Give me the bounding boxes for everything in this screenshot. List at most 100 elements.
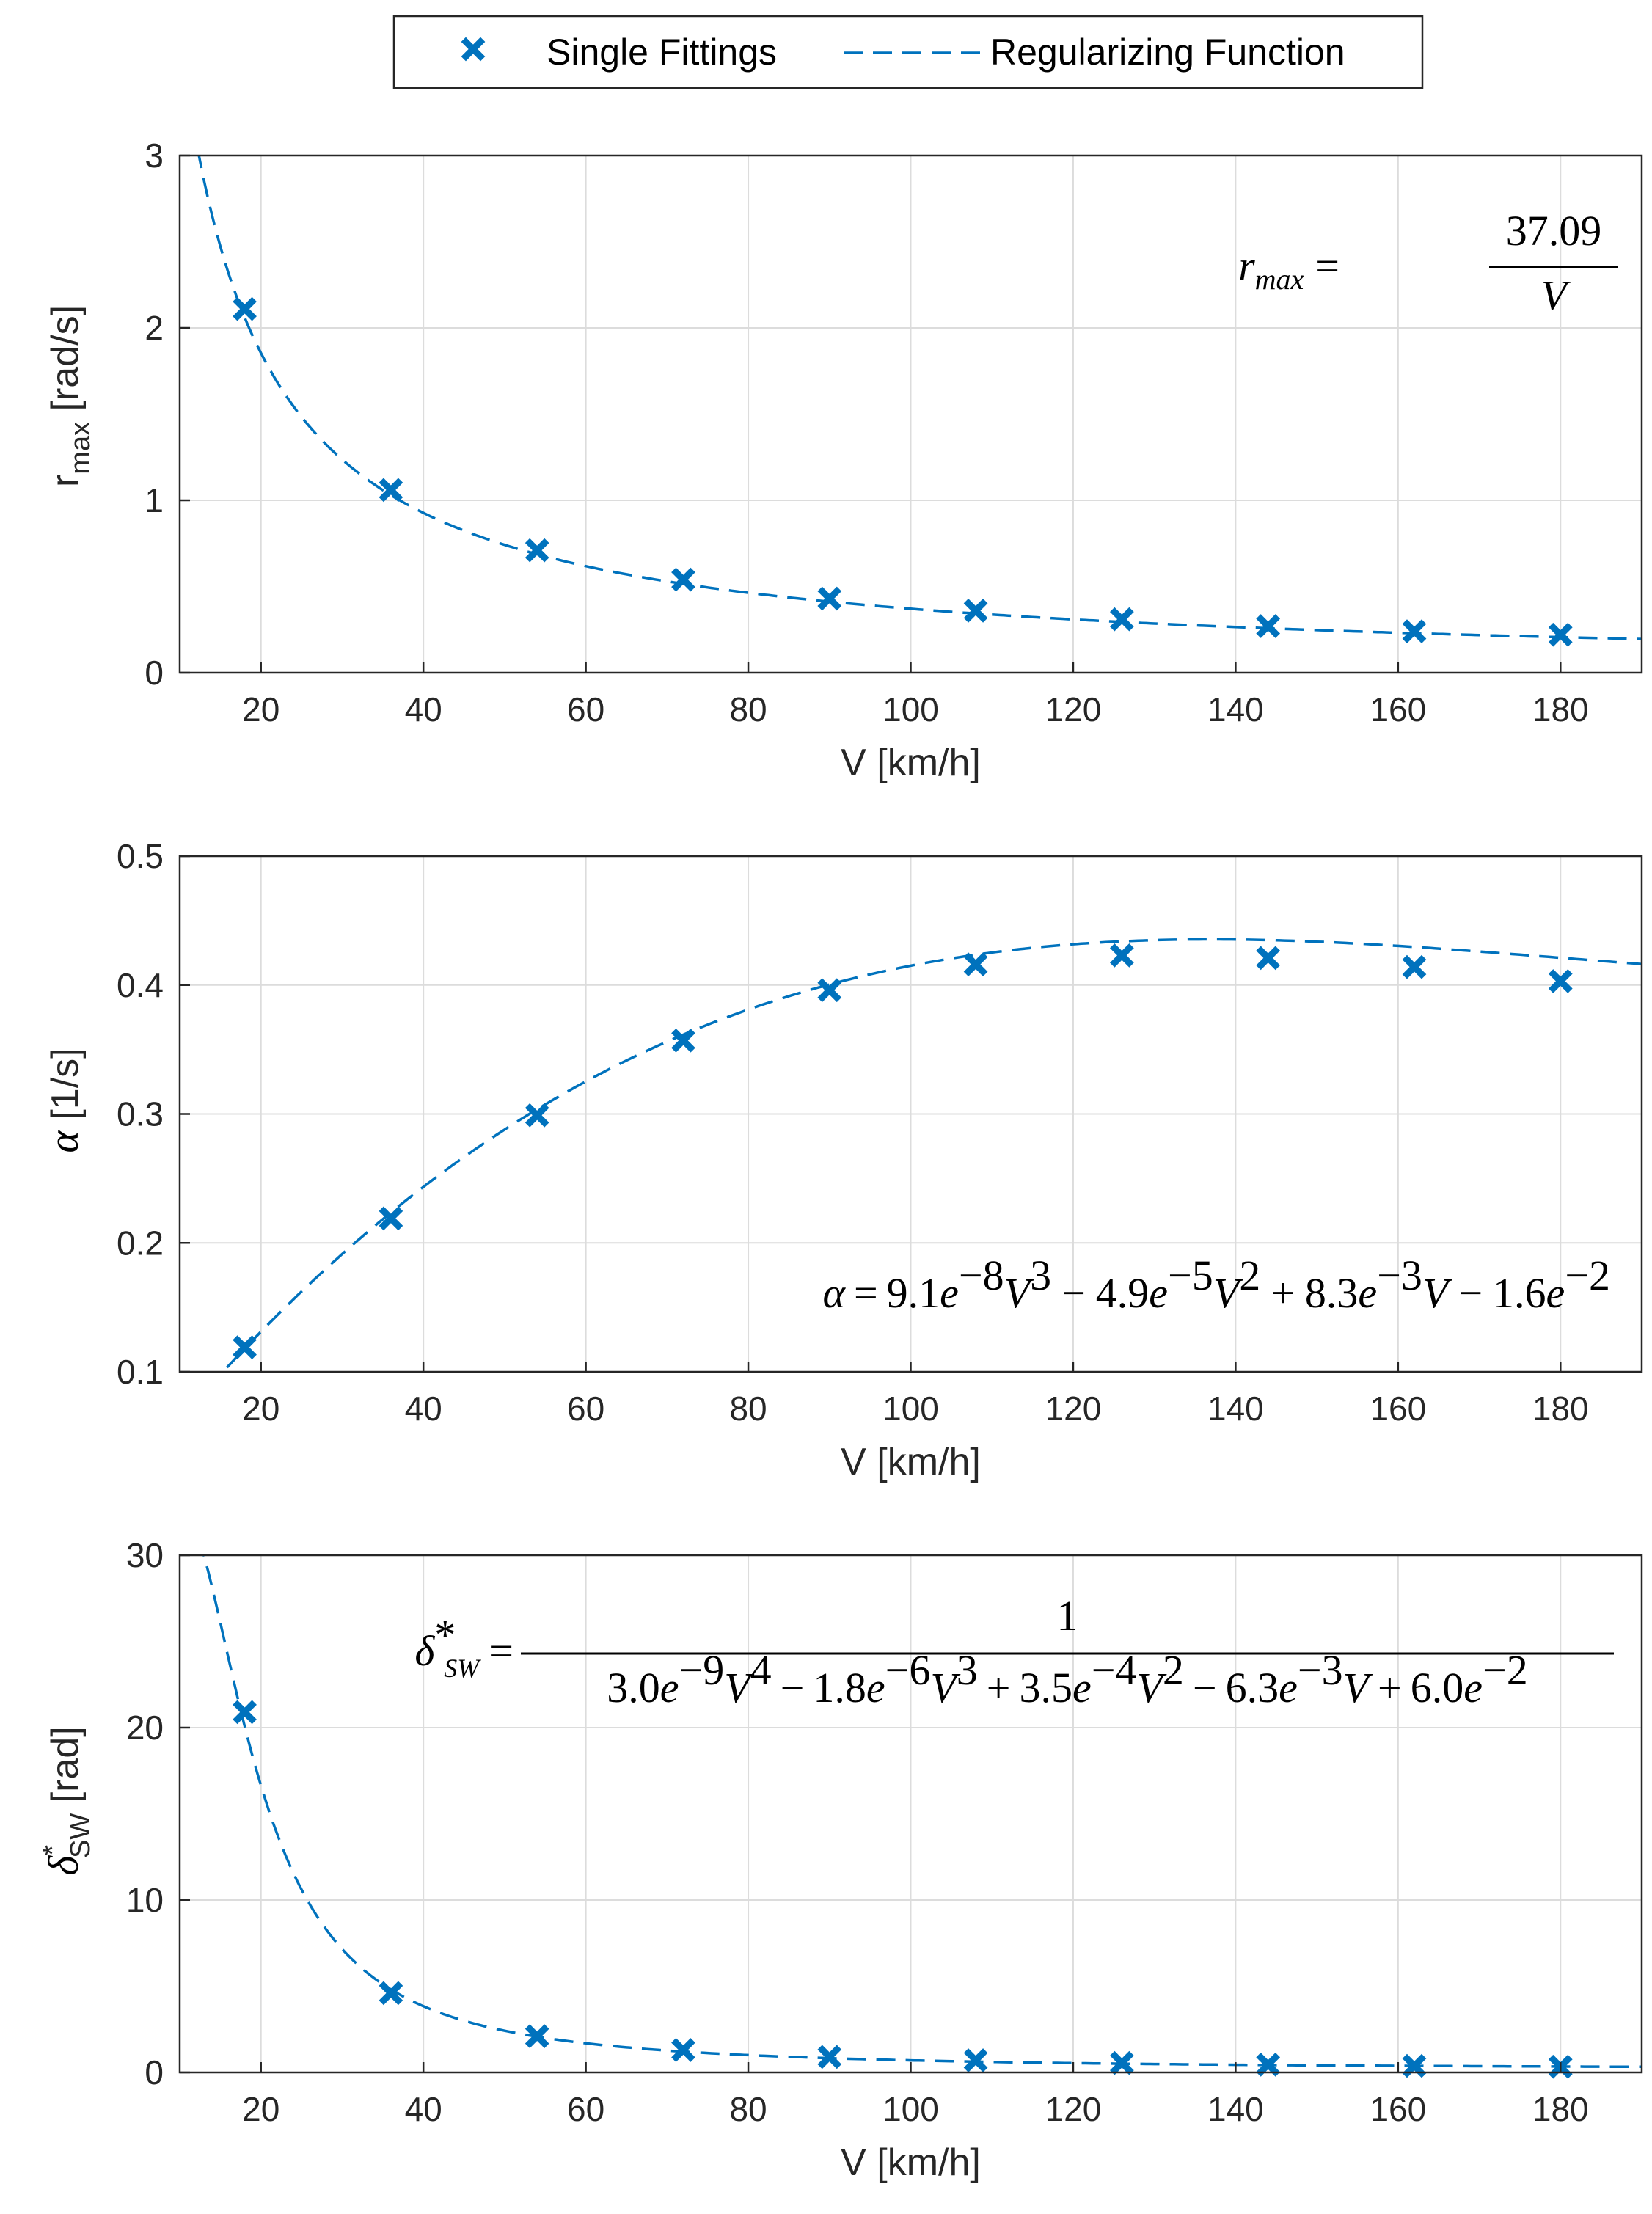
r-max-eq-lhs-sub: max: [1255, 263, 1304, 296]
alpha-x-tick-label: 20: [242, 1389, 279, 1428]
delta-sw-y-tick-label: 10: [126, 1881, 164, 1919]
r-max-eq-lhs: r: [1238, 242, 1255, 290]
legend: Single Fittings Regularizing Function: [392, 15, 1424, 89]
legend-label-regularizing-function: Regularizing Function: [990, 32, 1345, 73]
r-max-y-label-sub: max: [65, 422, 96, 475]
chart-r-max: 20 40 60 80 100 120 140 160 180 0 1 2 3 V [km/h]: [145, 136, 1643, 784]
alpha-y-label-unit: [1/s]: [44, 1048, 87, 1130]
r-max-x-tick-label: 60: [567, 690, 604, 728]
delta-sw-data-point: [671, 2038, 695, 2062]
delta-sw-x-tick-label: 180: [1532, 2090, 1589, 2128]
r-max-y-label-unit: [rad/s]: [44, 305, 87, 422]
r-max-y-tick-label: 1: [145, 481, 164, 519]
r-max-x-tick-label: 140: [1207, 690, 1264, 728]
r-max-y-label: rmax [rad/s]: [44, 305, 96, 487]
r-max-eq-sign: =: [1315, 242, 1339, 290]
delta-sw-x-tick-label: 120: [1045, 2090, 1102, 2128]
r-max-y-label-main: r: [44, 475, 87, 487]
alpha-y-tick-label: 0.3: [117, 1095, 164, 1133]
delta-sw-x-tick-label: 60: [567, 2090, 604, 2128]
alpha-data-point: [817, 978, 842, 1003]
svg-text:δ*SW [rad]: δ*SW [rad]: [37, 1726, 96, 1875]
delta-sw-y-label-main: δ: [40, 1855, 87, 1876]
delta-sw-x-tick-label: 160: [1370, 2090, 1426, 2128]
alpha-x-tick-label: 160: [1370, 1389, 1426, 1428]
delta-sw-eq-numerator: 1: [1057, 1592, 1078, 1640]
r-max-data-point: [233, 296, 257, 321]
r-max-data-point: [525, 538, 549, 563]
chart-delta-sw: 20 40 60 80 100 120 140 160 180 0 10 20 30 V [km/h]: [126, 1536, 1643, 2184]
alpha-y-label: α [1/s]: [40, 1048, 87, 1152]
delta-sw-data-point: [1402, 2053, 1427, 2078]
r-max-x-tick-label: 180: [1532, 690, 1589, 728]
r-max-y-tick-label: 3: [145, 136, 164, 175]
r-max-data-point: [1548, 622, 1573, 647]
alpha-data-point: [1548, 969, 1573, 993]
delta-sw-fit-curve: [202, 1555, 1642, 2069]
alpha-data-point: [963, 952, 988, 976]
delta-sw-data-point: [963, 2048, 988, 2072]
r-max-x-tick-label: 100: [882, 690, 939, 728]
r-max-eq-denominator: V: [1540, 271, 1571, 319]
chart-alpha: 20 40 60 80 100 120 140 160 180 0.1 0.2 0.3 0.4 0.5 V …: [117, 837, 1643, 1483]
delta-sw-y-label-unit: [rad]: [44, 1726, 87, 1813]
alpha-data-point: [671, 1028, 695, 1053]
svg-text:α [1/s]: α [1/s]: [40, 1048, 87, 1152]
alpha-data-point: [1402, 954, 1427, 979]
r-max-x-tick-label: 80: [729, 690, 767, 728]
r-max-y-tick-label: 2: [145, 309, 164, 347]
delta-sw-y-label-sup: *: [37, 1845, 68, 1856]
delta-sw-y-tick-label: 0: [145, 2053, 164, 2091]
r-max-fit-curve: [197, 156, 1642, 640]
delta-sw-x-tick-label: 100: [882, 2090, 939, 2128]
alpha-x-tick-label: 40: [405, 1389, 442, 1428]
alpha-x-tick-label: 100: [882, 1389, 939, 1428]
delta-sw-equation: δ* SW = 1 3.0e−9V4−1.8e−6V3 +3.5e−4V2−6.3e−…: [414, 1592, 1614, 1711]
legend-label-single-fittings: Single Fittings: [547, 32, 777, 73]
delta-sw-x-axis-label: V [km/h]: [841, 2141, 981, 2184]
delta-sw-data-point: [233, 1700, 257, 1725]
svg-text:rmax=: rmax =: [1238, 242, 1339, 296]
delta-sw-eq-denominator: 3.0e−9V4−1.8e−6V3 +3.5e−4V2−6.3e−3V +6.0e−…: [607, 1646, 1527, 1711]
legend-marker-icon: [461, 37, 486, 62]
alpha-data-point: [379, 1206, 403, 1231]
delta-sw-data-point: [525, 2024, 549, 2049]
r-max-data-point: [379, 478, 403, 503]
delta-sw-y-tick-label: 30: [126, 1536, 164, 1574]
delta-sw-x-tick-label: 80: [729, 2090, 767, 2128]
delta-sw-x-tick-label: 140: [1207, 2090, 1264, 2128]
alpha-y-tick-label: 0.1: [117, 1353, 164, 1391]
alpha-data-point: [1256, 946, 1281, 971]
r-max-data-point: [1110, 607, 1134, 632]
alpha-y-label-main: α: [40, 1130, 87, 1153]
delta-sw-y-tick-label: 20: [126, 1709, 164, 1747]
delta-sw-x-tick-label: 40: [405, 2090, 442, 2128]
delta-sw-data-point: [1110, 2050, 1134, 2075]
r-max-equation: rmax = 37.09 V: [1238, 207, 1618, 319]
alpha-y-tick-label: 0.5: [117, 837, 164, 875]
delta-sw-data-point: [379, 1981, 403, 2006]
alpha-x-tick-label: 60: [567, 1389, 604, 1428]
alpha-data-point: [233, 1335, 257, 1359]
alpha-x-tick-label: 80: [729, 1389, 767, 1428]
delta-sw-y-label-sub: SW: [65, 1813, 96, 1858]
alpha-fit-curve: [221, 938, 1642, 1372]
alpha-data-point: [525, 1103, 549, 1128]
delta-sw-y-label: δ*SW [rad]: [37, 1726, 96, 1875]
svg-text:rmax [rad/s]: rmax [rad/s]: [44, 305, 96, 487]
r-max-data-point: [817, 586, 842, 611]
r-max-x-axis-label: V [km/h]: [841, 742, 981, 784]
delta-sw-data-point: [817, 2045, 842, 2069]
r-max-data-point: [1402, 619, 1427, 643]
r-max-data-point: [1256, 614, 1281, 638]
alpha-data-point: [1110, 943, 1134, 968]
r-max-data-point: [671, 567, 695, 592]
r-max-y-tick-label: 0: [145, 654, 164, 692]
svg-text:δ*SW=: δ* SW =: [414, 1611, 513, 1683]
svg-text:α=9.1e−8V3−4.9e−5V2+8.3e−3V−1.: α = 9.1e−8V3−4.9e−5V2 +8.3e−3V −1.6e−2: [822, 1252, 1610, 1317]
alpha-x-tick-label: 180: [1532, 1389, 1589, 1428]
alpha-x-axis-label: V [km/h]: [841, 1441, 981, 1483]
r-max-eq-numerator: 37.09: [1506, 207, 1602, 255]
r-max-data-point: [963, 599, 988, 623]
